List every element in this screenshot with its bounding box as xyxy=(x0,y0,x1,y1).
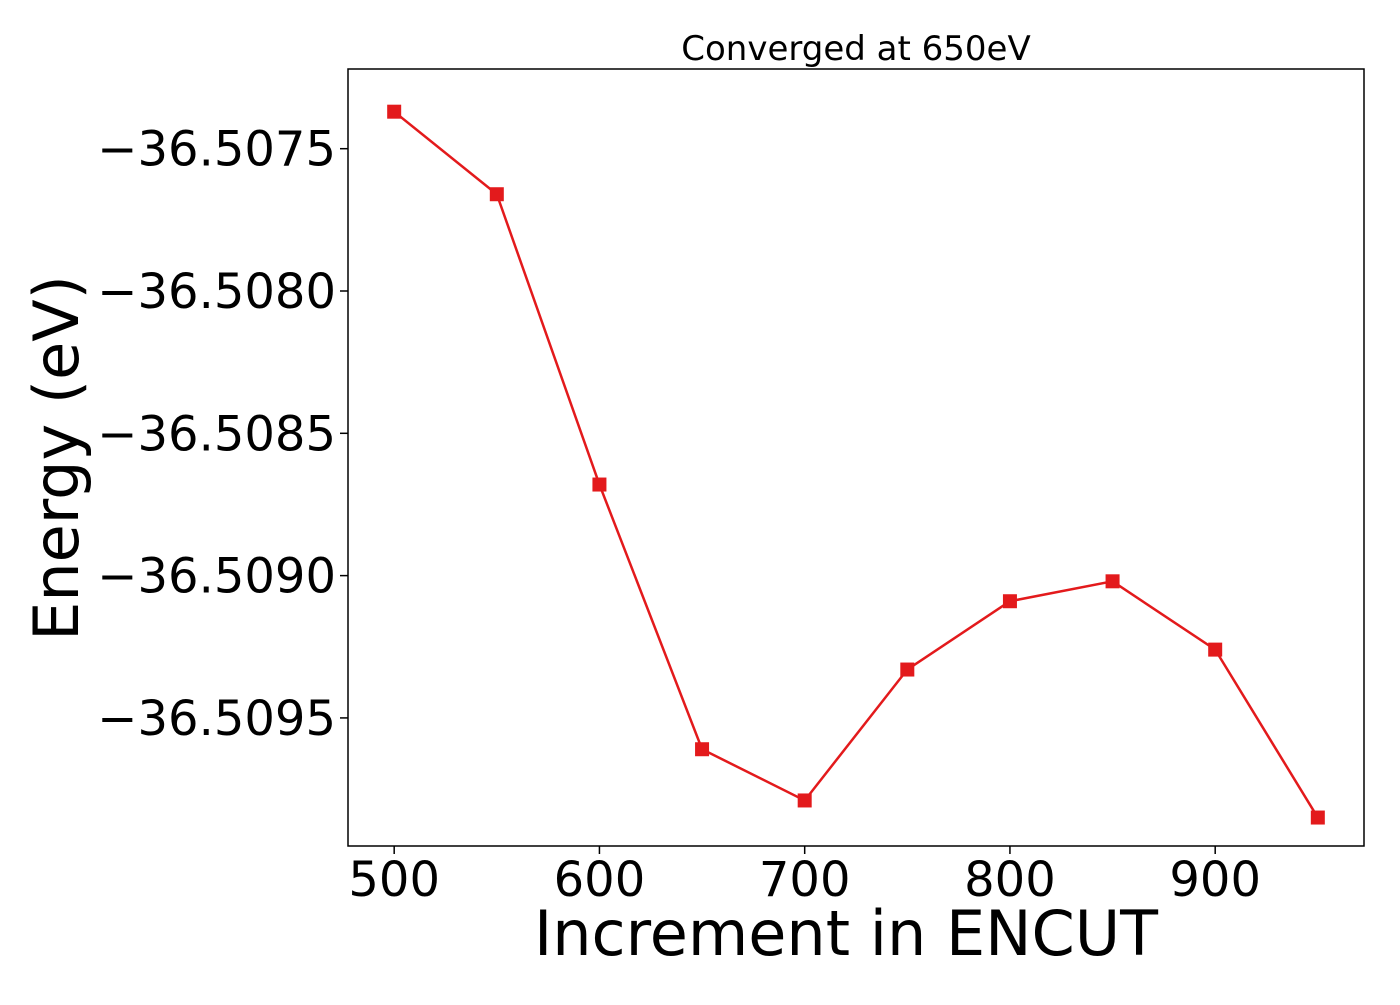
x-tick-label: 500 xyxy=(348,852,440,908)
data-point-marker xyxy=(387,104,402,119)
x-tick-label: 700 xyxy=(759,852,851,908)
y-axis-label: Energy (eV) xyxy=(20,275,93,641)
data-point-marker xyxy=(592,477,607,492)
data-point-marker xyxy=(900,662,915,677)
series-line xyxy=(393,110,1319,819)
x-axis-label: Increment in ENCUT xyxy=(534,897,1159,970)
plot-frame xyxy=(347,68,1365,847)
data-point-marker xyxy=(1105,574,1120,589)
x-tick-label: 900 xyxy=(1169,852,1261,908)
series-layer xyxy=(387,104,1325,825)
y-tick-label: −36.5085 xyxy=(97,406,336,462)
data-point-marker xyxy=(695,742,710,757)
chart-title: Converged at 650eV xyxy=(681,29,1030,69)
data-point-marker xyxy=(1310,810,1325,825)
y-tick-label: −36.5095 xyxy=(97,691,336,747)
x-axis: 500 600 700 800 900 xyxy=(348,846,1261,908)
y-tick-label: −36.5090 xyxy=(97,549,336,605)
y-tick-label: −36.5075 xyxy=(97,122,336,178)
data-point-marker xyxy=(797,793,812,808)
data-point-marker xyxy=(489,187,504,202)
x-tick-label: 600 xyxy=(554,852,646,908)
y-tick-label: −36.5080 xyxy=(97,264,336,320)
x-tick-label: 800 xyxy=(964,852,1056,908)
data-point-marker xyxy=(1208,642,1223,657)
y-axis: −36.5075 −36.5080 −36.5085 −36.5090 −36.5095 xyxy=(97,122,348,747)
data-point-marker xyxy=(1002,594,1017,609)
